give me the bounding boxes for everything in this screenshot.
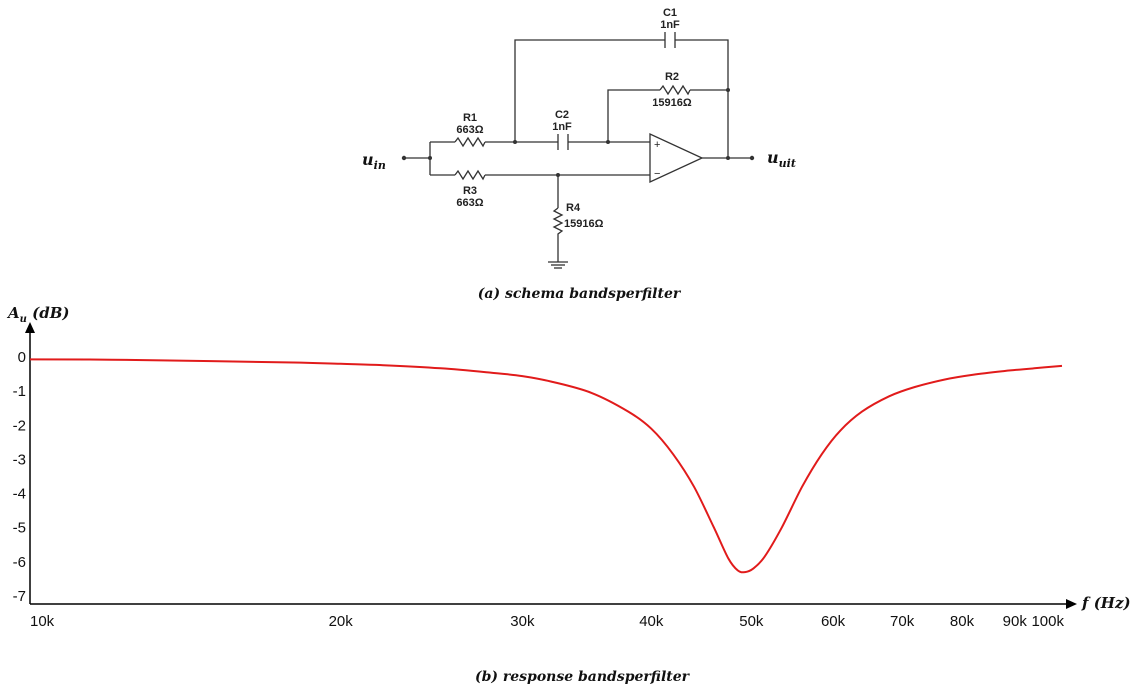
response-curve bbox=[29, 358, 1063, 574]
x-axis-arrow bbox=[1066, 599, 1077, 609]
y-tick-label: -7 bbox=[13, 588, 26, 605]
x-tick-label: 100k bbox=[1031, 613, 1064, 630]
r1-name: R1 bbox=[463, 112, 477, 124]
c1-name: C1 bbox=[663, 7, 677, 19]
output-label: uuit bbox=[767, 148, 796, 170]
opamp-plus-sign: + bbox=[654, 139, 660, 151]
r2-value: 15916Ω bbox=[652, 97, 692, 109]
junction-dot bbox=[606, 140, 610, 144]
x-tick-label: 10k bbox=[30, 613, 55, 630]
r3-value: 663Ω bbox=[456, 197, 483, 209]
x-tick-labels: 10k 20k 30k 40k 50k 60k 70k 80k 90k 100k bbox=[30, 613, 1064, 630]
x-tick-label: 70k bbox=[890, 613, 915, 630]
junction-dot bbox=[726, 156, 730, 160]
output-terminal bbox=[749, 155, 755, 161]
y-tick-label: -5 bbox=[13, 520, 26, 537]
opamp-minus-sign: − bbox=[654, 168, 660, 180]
y-tick-label: 0 bbox=[18, 349, 26, 366]
y-tick-label: -6 bbox=[13, 554, 26, 571]
c2-name: C2 bbox=[555, 109, 569, 121]
wire-r2-left bbox=[607, 89, 660, 142]
input-terminal bbox=[401, 155, 407, 161]
junction-dot bbox=[513, 140, 517, 144]
x-tick-label: 80k bbox=[950, 613, 975, 630]
r1-value: 663Ω bbox=[456, 124, 483, 136]
wire-c1-loop-left bbox=[514, 39, 665, 142]
r4-name: R4 bbox=[566, 202, 581, 214]
junction-dot bbox=[556, 173, 560, 177]
caption-b: (b) response bandsperfilter bbox=[475, 669, 691, 685]
y-axis-arrow bbox=[25, 322, 35, 333]
x-axis-label: f (Hz) bbox=[1081, 594, 1131, 612]
y-axis-label: Au (dB) bbox=[6, 304, 70, 325]
r4-value: 15916Ω bbox=[564, 218, 604, 230]
resistor-r3-symbol bbox=[454, 169, 486, 181]
caption-a: (a) schema bandsperfilter bbox=[478, 286, 682, 302]
resistor-r1-symbol bbox=[454, 136, 486, 148]
y-tick-label: -4 bbox=[13, 486, 26, 503]
wire-c1-loop-right bbox=[675, 39, 729, 158]
x-tick-label: 30k bbox=[510, 613, 535, 630]
y-tick-label: -3 bbox=[13, 451, 26, 468]
junction-dot bbox=[428, 156, 432, 160]
opamp-symbol bbox=[649, 132, 704, 184]
x-tick-label: 50k bbox=[739, 613, 764, 630]
x-tick-label: 60k bbox=[821, 613, 846, 630]
c2-value: 1nF bbox=[552, 121, 572, 133]
resistor-r2-symbol bbox=[659, 84, 691, 96]
y-tick-labels: 0 -1 -2 -3 -4 -5 -6 -7 bbox=[13, 349, 26, 605]
y-tick-label: -1 bbox=[13, 383, 26, 400]
response-chart: Au (dB) f (Hz) 0 -1 -2 -3 -4 -5 -6 -7 10k 20k 30k… bbox=[6, 304, 1131, 685]
c1-value: 1nF bbox=[660, 19, 680, 31]
y-tick-label: -2 bbox=[13, 417, 26, 434]
x-tick-label: 40k bbox=[639, 613, 664, 630]
circuit-schematic: R1 663Ω R3 663Ω C2 1nF C1 1nF R2 15916Ω … bbox=[362, 7, 796, 302]
junction-dot bbox=[726, 88, 730, 92]
ground-icon bbox=[548, 261, 568, 269]
r3-name: R3 bbox=[463, 185, 477, 197]
input-label: uin bbox=[362, 150, 386, 172]
x-tick-label: 20k bbox=[329, 613, 354, 630]
resistor-r4-symbol bbox=[552, 207, 564, 238]
r2-name: R2 bbox=[665, 71, 679, 83]
x-tick-label: 90k bbox=[1003, 613, 1028, 630]
